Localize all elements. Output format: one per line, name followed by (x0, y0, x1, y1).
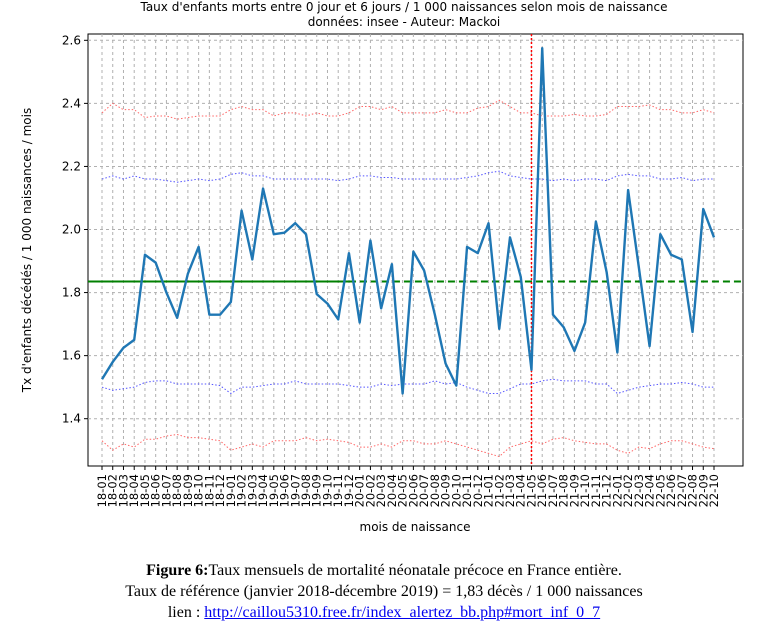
chart-title: Taux d'enfants morts entre 0 jour et 6 j… (139, 0, 667, 14)
x-tick-label: 22-08 (686, 474, 700, 507)
x-tick-label: 19-05 (267, 474, 281, 507)
caption-line-2: Taux de référence (janvier 2018-décembre… (125, 583, 643, 600)
y-tick-label: 1.6 (62, 349, 81, 363)
x-tick-label: 19-03 (245, 474, 259, 507)
x-tick-label: 19-04 (256, 474, 270, 507)
x-tick-label: 18-08 (170, 474, 184, 507)
x-tick-label: 18-04 (127, 474, 141, 507)
y-axis-label: Tx d'enfants décédés / 1 000 naissances … (20, 108, 34, 393)
x-tick-label: 21-01 (482, 474, 496, 507)
x-tick-label: 21-08 (557, 474, 571, 507)
x-tick-label: 21-12 (600, 474, 614, 507)
y-tick-label: 1.8 (62, 286, 81, 300)
y-tick-label: 2.4 (62, 96, 81, 110)
x-tick-label: 21-05 (524, 474, 538, 507)
x-tick-label: 20-05 (396, 474, 410, 507)
caption-description: Taux mensuels de mortalité néonatale pré… (208, 562, 622, 579)
x-tick-label: 21-11 (589, 474, 603, 507)
x-tick-label: 20-09 (439, 474, 453, 507)
x-tick-label: 19-01 (224, 474, 238, 507)
x-tick-label: 18-09 (181, 474, 195, 507)
x-tick-label: 22-10 (707, 474, 721, 507)
figure-label: Figure 6: (146, 562, 209, 579)
caption-line-3: lien : http://caillou5310.free.fr/index_… (0, 602, 768, 623)
x-tick-label: 21-02 (492, 474, 506, 507)
x-tick-label: 20-02 (363, 474, 377, 507)
x-tick-label: 21-06 (535, 474, 549, 507)
x-tick-label: 19-10 (320, 474, 334, 507)
x-tick-label: 20-10 (449, 474, 463, 507)
plot-area (87, 33, 744, 467)
chart-subtitle: données: insee - Auteur: Mackoi (308, 15, 501, 29)
x-tick-label: 18-10 (192, 474, 206, 507)
x-tick-label: 18-06 (149, 474, 163, 507)
x-tick-label: 21-09 (567, 474, 581, 507)
x-tick-label: 22-04 (643, 474, 657, 507)
x-tick-label: 22-02 (621, 474, 635, 507)
x-tick-label: 19-07 (288, 474, 302, 507)
x-tick-label: 22-05 (653, 474, 667, 507)
x-ticks: 18-0118-0218-0318-0418-0518-0618-0718-08… (95, 466, 721, 507)
chart: Taux d'enfants morts entre 0 jour et 6 j… (20, 0, 744, 534)
y-tick-label: 1.4 (62, 412, 81, 426)
x-tick-label: 19-11 (331, 474, 345, 507)
x-tick-label: 18-01 (95, 474, 109, 507)
x-tick-label: 18-03 (116, 474, 130, 507)
x-tick-label: 20-12 (471, 474, 485, 507)
x-tick-label: 21-04 (514, 474, 528, 507)
x-tick-label: 19-08 (299, 474, 313, 507)
x-tick-label: 21-07 (546, 474, 560, 507)
series-line-upper-outer (101, 99, 715, 120)
x-tick-label: 19-09 (310, 474, 324, 507)
x-tick-label: 22-03 (632, 474, 646, 507)
x-tick-label: 18-02 (106, 474, 120, 507)
y-tick-label: 2.6 (62, 33, 81, 47)
x-axis-label: mois de naissance (360, 520, 471, 534)
x-tick-label: 21-10 (578, 474, 592, 507)
x-tick-label: 20-08 (428, 474, 442, 507)
x-tick-label: 18-11 (202, 474, 216, 507)
caption-line-1: Figure 6:Taux mensuels de mortalité néon… (0, 560, 768, 581)
x-tick-label: 22-06 (664, 474, 678, 507)
y-ticks: 1.4 1.6 1.8 2.0 2.2 2.4 2.6 (62, 33, 88, 426)
y-tick-label: 2.0 (62, 223, 81, 237)
link-prefix: lien : (167, 604, 205, 621)
y-tick-label: 2.2 (62, 159, 81, 173)
x-tick-label: 20-03 (374, 474, 388, 507)
x-tick-label: 20-04 (385, 474, 399, 507)
control-bands (101, 99, 715, 458)
series-line-upper-inner (101, 170, 714, 183)
rate-series (100, 46, 716, 395)
x-tick-label: 20-07 (417, 474, 431, 507)
x-tick-label: 19-02 (235, 474, 249, 507)
x-tick-label: 18-12 (213, 474, 227, 507)
x-tick-label: 22-09 (696, 474, 710, 507)
x-tick-label: 20-11 (460, 474, 474, 507)
x-tick-label: 18-05 (138, 474, 152, 507)
x-tick-label: 19-12 (342, 474, 356, 507)
x-tick-label: 22-01 (610, 474, 624, 507)
x-tick-label: 22-07 (675, 474, 689, 507)
x-tick-label: 21-03 (503, 474, 517, 507)
x-tick-label: 18-07 (159, 474, 173, 507)
x-tick-label: 20-06 (406, 474, 420, 507)
x-tick-label: 19-06 (278, 474, 292, 507)
source-link[interactable]: http://caillou5310.free.fr/index_alertez… (204, 604, 601, 621)
x-tick-label: 20-01 (353, 474, 367, 507)
figure-caption: Figure 6:Taux mensuels de mortalité néon… (0, 560, 768, 623)
series-line-rate (100, 46, 716, 395)
